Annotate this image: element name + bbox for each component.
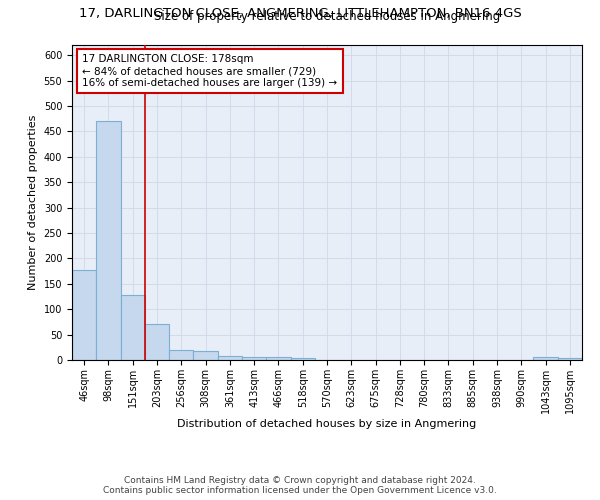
Bar xyxy=(290,358,315,360)
Bar xyxy=(533,358,558,360)
Bar xyxy=(218,356,242,360)
Text: Contains HM Land Registry data © Crown copyright and database right 2024.
Contai: Contains HM Land Registry data © Crown c… xyxy=(103,476,497,495)
Text: 17, DARLINGTON CLOSE, ANGMERING, LITTLEHAMPTON, BN16 4GS: 17, DARLINGTON CLOSE, ANGMERING, LITTLEH… xyxy=(79,8,521,20)
Title: Size of property relative to detached houses in Angmering: Size of property relative to detached ho… xyxy=(154,10,500,23)
Bar xyxy=(169,350,193,360)
Bar xyxy=(558,358,582,360)
Bar xyxy=(242,357,266,360)
X-axis label: Distribution of detached houses by size in Angmering: Distribution of detached houses by size … xyxy=(178,418,476,428)
Bar xyxy=(121,295,145,360)
Bar xyxy=(193,351,218,360)
Bar xyxy=(96,121,121,360)
Bar xyxy=(72,270,96,360)
Text: 17 DARLINGTON CLOSE: 178sqm
← 84% of detached houses are smaller (729)
16% of se: 17 DARLINGTON CLOSE: 178sqm ← 84% of det… xyxy=(82,54,337,88)
Y-axis label: Number of detached properties: Number of detached properties xyxy=(28,115,38,290)
Bar xyxy=(145,324,169,360)
Bar xyxy=(266,358,290,360)
